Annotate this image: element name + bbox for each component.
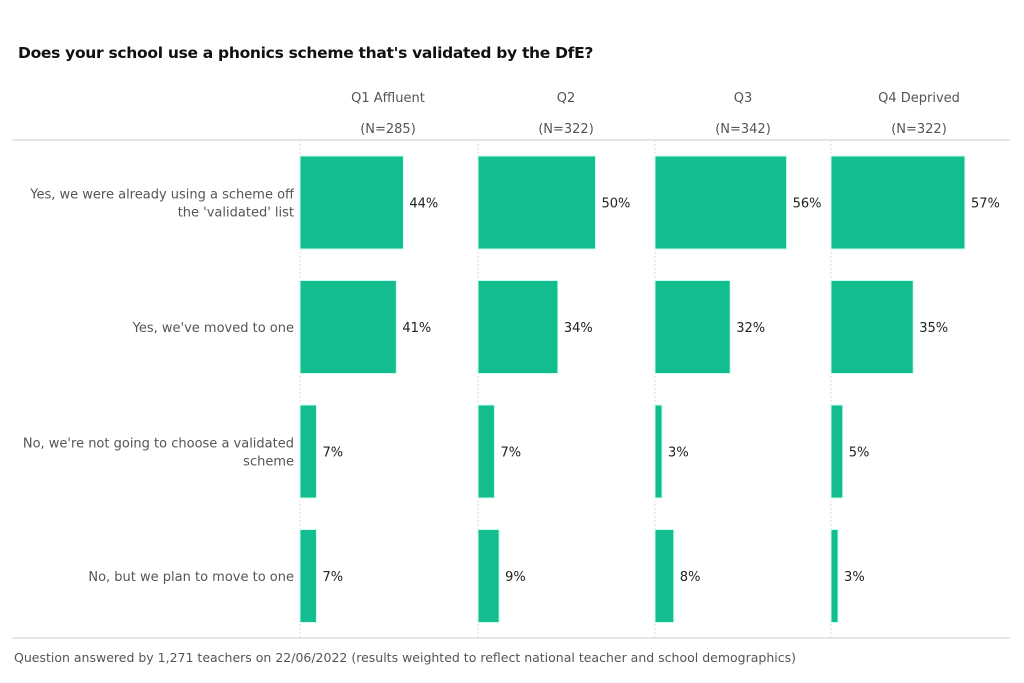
data-label: 3% xyxy=(844,570,865,585)
data-label: 56% xyxy=(793,197,822,212)
data-label: 5% xyxy=(849,446,870,461)
data-label: 41% xyxy=(402,321,431,336)
data-label: 7% xyxy=(322,446,343,461)
data-label: 44% xyxy=(409,197,438,212)
footnote: Question answered by 1,271 teachers on 2… xyxy=(14,650,796,665)
panel-n: (N=285) xyxy=(360,122,416,137)
bar xyxy=(299,404,317,499)
data-label: 35% xyxy=(919,321,948,336)
data-label: 34% xyxy=(564,321,593,336)
bar xyxy=(477,529,500,623)
bar xyxy=(654,404,663,499)
panel-n: (N=322) xyxy=(891,122,947,137)
panel-header: Q4 Deprived xyxy=(878,91,960,106)
bar xyxy=(654,280,731,374)
bar xyxy=(830,155,966,250)
panel-header: Q3 xyxy=(734,91,753,106)
bar xyxy=(830,529,839,623)
bar xyxy=(477,280,559,374)
data-label: 8% xyxy=(680,570,701,585)
panel-n: (N=322) xyxy=(538,122,594,137)
category-label: No, but we plan to move to one xyxy=(88,570,294,585)
panel-header: Q2 xyxy=(557,91,576,106)
bar xyxy=(477,404,495,499)
data-label: 9% xyxy=(505,570,526,585)
data-label: 7% xyxy=(500,446,521,461)
category-label: Yes, we've moved to one xyxy=(132,321,294,336)
data-label: 7% xyxy=(322,570,343,585)
bar xyxy=(830,404,844,499)
data-label: 3% xyxy=(668,446,689,461)
data-label: 32% xyxy=(736,321,765,336)
category-label: No, we're not going to choose a validate… xyxy=(23,437,294,470)
data-label: 57% xyxy=(971,197,1000,212)
panel-header: Q1 Affluent xyxy=(351,91,425,106)
bar xyxy=(299,155,404,250)
category-label: Yes, we were already using a scheme off t… xyxy=(29,188,295,221)
bar xyxy=(299,529,317,623)
bar xyxy=(654,155,788,250)
chart-title: Does your school use a phonics scheme th… xyxy=(18,44,594,62)
bar xyxy=(299,280,397,374)
bar xyxy=(477,155,596,250)
bar xyxy=(830,280,914,374)
bar xyxy=(654,529,675,623)
panel-n: (N=342) xyxy=(715,122,771,137)
data-label: 50% xyxy=(602,197,631,212)
